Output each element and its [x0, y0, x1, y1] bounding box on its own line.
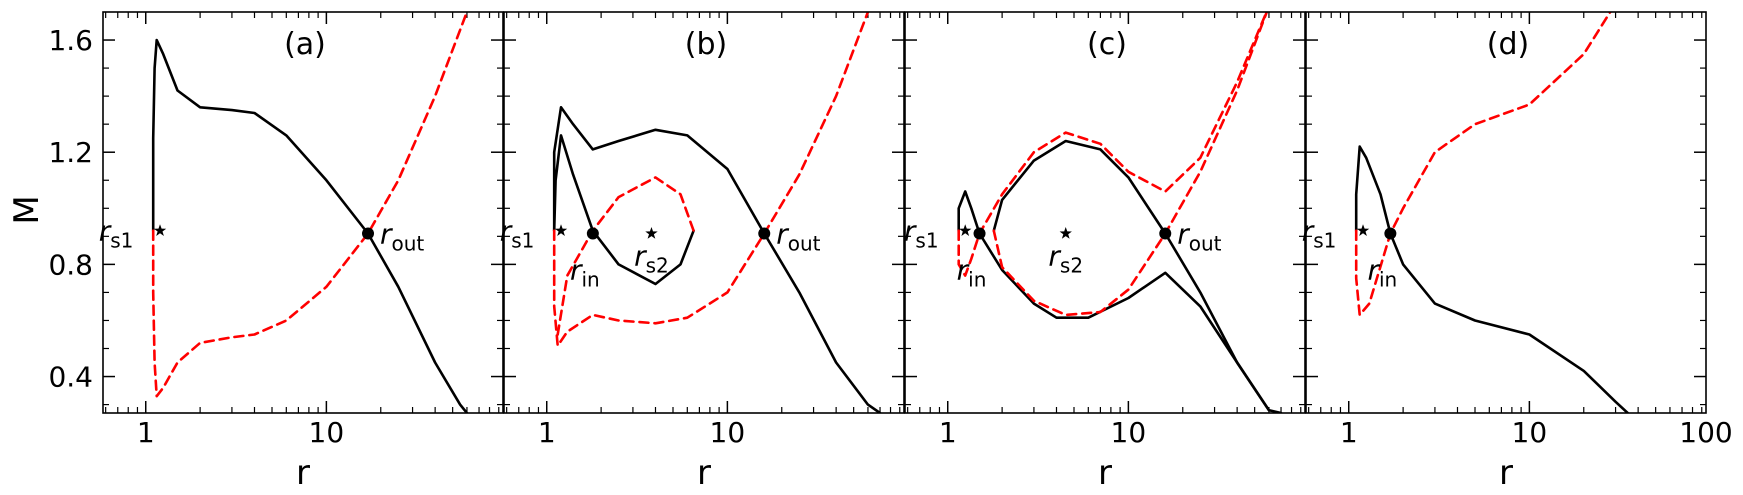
- panel-label: (b): [685, 27, 727, 62]
- annotation-sub: s2: [1060, 254, 1083, 278]
- x-axis-label: r: [1098, 453, 1112, 493]
- point-r-in: [586, 227, 599, 240]
- point-r-out: [1159, 227, 1172, 240]
- point-r-s2: [1059, 227, 1072, 239]
- point-r-s1: [153, 224, 167, 236]
- annotation-sub: s1: [1313, 229, 1336, 253]
- point-r-s2: [645, 227, 658, 239]
- x-tick-label: 1: [137, 416, 155, 449]
- annotation-r-out: rout: [1177, 218, 1221, 256]
- panel-frame: [503, 11, 905, 414]
- panel-1: rs1 rout(a)0.40.81.21.61 10r: [48, 11, 504, 493]
- y-tick-label: 1.2: [48, 136, 93, 169]
- x-tick-label: 1: [939, 416, 957, 449]
- series-dashed-4: [556, 176, 695, 336]
- annotation-sub: s2: [646, 254, 669, 278]
- point-r-in: [1384, 227, 1397, 240]
- panel-frame: [1305, 11, 1707, 414]
- point-r-out: [362, 227, 375, 240]
- panel-curves: [151, 12, 469, 413]
- panel-curves: [1354, 12, 1629, 413]
- annotation-base: r: [1302, 215, 1315, 248]
- annotation-r-out: rout: [776, 218, 820, 256]
- panel-frame: [904, 11, 1306, 414]
- series-solid-1: [957, 190, 1283, 413]
- panel-curves: [957, 12, 1283, 413]
- panel-label: (a): [284, 27, 326, 62]
- panel-label: (c): [1087, 27, 1127, 62]
- annotation-sub: in: [581, 268, 599, 292]
- annotation-base: r: [904, 215, 917, 248]
- x-axis-label: r: [697, 453, 711, 493]
- annotation-base: r: [1048, 240, 1061, 273]
- point-r-s1: [1356, 224, 1370, 236]
- annotation-sub: in: [1379, 268, 1397, 292]
- panel-label: (d): [1487, 27, 1529, 62]
- x-tick-label: 1: [1340, 416, 1358, 449]
- annotation-r-in: rin: [957, 254, 987, 292]
- y-tick-label: 1.6: [48, 24, 93, 57]
- annotation-r-in: rin: [570, 254, 600, 292]
- annotation-base: r: [1177, 218, 1190, 251]
- x-tick-label: 10: [710, 416, 746, 449]
- series-dashed-3: [957, 12, 1268, 277]
- annotation-base: r: [634, 240, 647, 273]
- series-dashed-2: [1354, 12, 1612, 317]
- annotation-sub: s1: [110, 229, 133, 253]
- annotation-sub: out: [1189, 232, 1222, 256]
- annotation-base: r: [1367, 254, 1380, 287]
- annotation-base: r: [500, 215, 513, 248]
- panel-frame: [102, 11, 504, 414]
- series-dashed-3: [552, 12, 870, 347]
- annotation-base: r: [380, 218, 393, 251]
- annotation-r-in: rin: [1367, 254, 1397, 292]
- x-axis-label: r: [1499, 453, 1513, 493]
- annotation-r-s1: rs1: [99, 215, 134, 253]
- series-solid-1: [1354, 145, 1629, 413]
- annotation-sub: s1: [915, 229, 938, 253]
- x-tick-label: 100: [1679, 416, 1732, 449]
- x-tick-label: 10: [309, 416, 345, 449]
- x-tick-label: 10: [1111, 416, 1147, 449]
- annotation-sub: s1: [511, 229, 534, 253]
- annotation-sub: in: [968, 268, 986, 292]
- point-r-out: [758, 227, 771, 240]
- panel-curves: [552, 12, 882, 413]
- y-axis-label: M: [7, 195, 47, 224]
- annotation-base: r: [570, 254, 583, 287]
- annotation-r-s2: rs2: [1048, 240, 1083, 278]
- annotation-base: r: [776, 218, 789, 251]
- x-axis-label: r: [296, 453, 310, 493]
- point-r-s1: [554, 224, 568, 236]
- plots-layer: rs1 rout(a)0.40.81.21.61 10rrs1rinrs2rout(…: [48, 11, 1733, 493]
- annotation-r-s2: rs2: [634, 240, 669, 278]
- annotation-r-out: rout: [380, 218, 424, 256]
- y-tick-label: 0.4: [48, 361, 93, 394]
- series-dashed-4: [992, 12, 1269, 317]
- series-dashed-2: [151, 12, 469, 398]
- series-solid-2: [992, 139, 1271, 412]
- annotation-base: r: [957, 254, 970, 287]
- y-tick-label: 0.8: [48, 248, 93, 281]
- series-solid-1: [151, 38, 469, 413]
- annotation-base: r: [99, 215, 112, 248]
- point-r-s1: [959, 224, 972, 236]
- annotation-r-s1: rs1: [1302, 215, 1337, 253]
- annotation-sub: out: [392, 232, 425, 256]
- annotation-sub: out: [788, 232, 821, 256]
- annotation-r-s1: rs1: [904, 215, 939, 253]
- annotation-r-s1: rs1: [500, 215, 535, 253]
- x-tick-label: 1: [538, 416, 556, 449]
- point-r-in: [973, 227, 986, 240]
- series-solid-1: [552, 106, 882, 413]
- x-tick-label: 10: [1512, 416, 1548, 449]
